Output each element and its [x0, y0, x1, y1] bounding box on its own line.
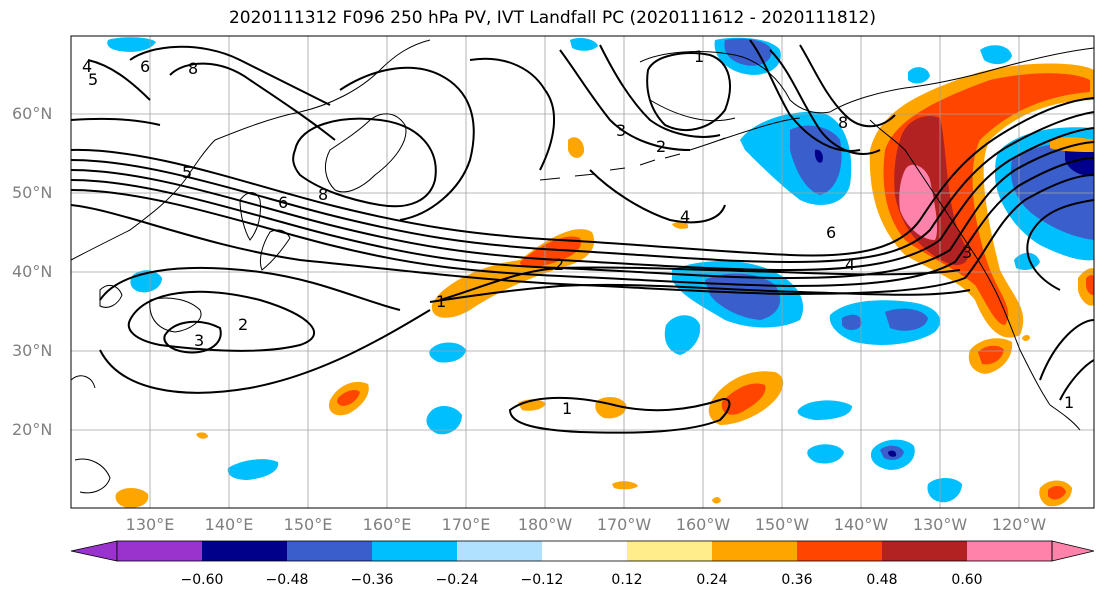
- lat-label: 60°N: [12, 104, 53, 123]
- graticule: [71, 36, 1094, 508]
- lon-label: 170°E: [441, 515, 491, 534]
- colorbar-tick-label: −0.48: [265, 572, 309, 588]
- contour-label: 5: [182, 163, 192, 182]
- contour-label: 6: [826, 223, 836, 242]
- contour-label: 8: [188, 59, 198, 78]
- lon-label: 140°E: [204, 515, 254, 534]
- colorbar-segment: [627, 541, 712, 561]
- contour-label: 1: [694, 47, 704, 66]
- lon-label: 160°E: [362, 515, 412, 534]
- plot-frame: [70, 35, 1095, 509]
- colorbar-segment: [967, 541, 1052, 561]
- contour-label: 1: [1064, 393, 1074, 412]
- colorbar-tick-label: −0.36: [350, 572, 394, 588]
- contour-label: 2: [238, 315, 248, 334]
- lat-label: 50°N: [12, 183, 53, 202]
- colorbar-segment: [712, 541, 797, 561]
- lat-label: 30°N: [12, 341, 53, 360]
- colorbar-tick-label: 0.60: [951, 572, 983, 588]
- contour-label: 5: [88, 70, 98, 89]
- map-content: 1 1 1 1 2 2 2 3 3 3 4 4 4 5 5 6 6 6 8 8 …: [71, 36, 1094, 508]
- colorbar-tick-label: 0.48: [866, 572, 898, 588]
- lon-label: 160°W: [675, 515, 731, 534]
- contour-label: 3: [616, 121, 626, 140]
- colorbar-segment: [797, 541, 882, 561]
- colorbar-extend-high: [1051, 540, 1095, 562]
- lon-label: 170°W: [596, 515, 652, 534]
- lon-label: 140°W: [833, 515, 889, 534]
- ivt-negative-shading: [107, 37, 1094, 503]
- colorbar-segment: [882, 541, 967, 561]
- contour-label: 4: [845, 255, 855, 274]
- contour-label: 1: [436, 292, 446, 311]
- lon-label: 130°W: [912, 515, 968, 534]
- colorbar-segment: [202, 541, 287, 561]
- colorbar-extend-low: [70, 540, 118, 562]
- lat-label: 20°N: [12, 420, 53, 439]
- contour-labels: 1 1 1 1 2 2 2 3 3 3 4 4 4 5 5 6 6 6 8 8 …: [82, 47, 1074, 418]
- contour-label: 6: [140, 57, 150, 76]
- contour-label: 8: [318, 185, 328, 204]
- contour-label: 1: [562, 399, 572, 418]
- colorbar-segment: [372, 541, 457, 561]
- contour-label: 8: [838, 113, 848, 132]
- contour-label: 3: [194, 331, 204, 350]
- colorbar-segment: [542, 541, 627, 561]
- contour-label: 4: [680, 207, 690, 226]
- colorbar-segment: [287, 541, 372, 561]
- lon-label: 130°E: [125, 515, 175, 534]
- lon-label: 120°W: [991, 515, 1047, 534]
- lon-label: 150°E: [283, 515, 333, 534]
- colorbar-tick-label: −0.12: [520, 572, 564, 588]
- colorbar-tick-label: 0.12: [611, 572, 643, 588]
- contour-label: 2: [554, 255, 564, 274]
- contour-label: 2: [656, 137, 666, 156]
- contour-label: 4: [82, 57, 92, 76]
- colorbar: [70, 540, 1095, 562]
- lat-label: 40°N: [12, 262, 53, 281]
- coastlines: [71, 39, 1094, 494]
- pv-contours: [71, 39, 1094, 434]
- colorbar-tick-label: −0.24: [435, 572, 479, 588]
- colorbar-tick-label: −0.60: [180, 572, 224, 588]
- contour-label: 6: [278, 193, 288, 212]
- lon-label: 150°W: [754, 515, 810, 534]
- colorbar-tick-label: 0.24: [696, 572, 728, 588]
- contour-label: 3: [962, 243, 972, 262]
- colorbar-segment: [117, 541, 202, 561]
- colorbar-segment: [457, 541, 542, 561]
- lon-label: 180°W: [517, 515, 573, 534]
- colorbar-tick-label: 0.36: [781, 572, 813, 588]
- figure-title: 2020111312 F096 250 hPa PV, IVT Landfall…: [228, 8, 876, 28]
